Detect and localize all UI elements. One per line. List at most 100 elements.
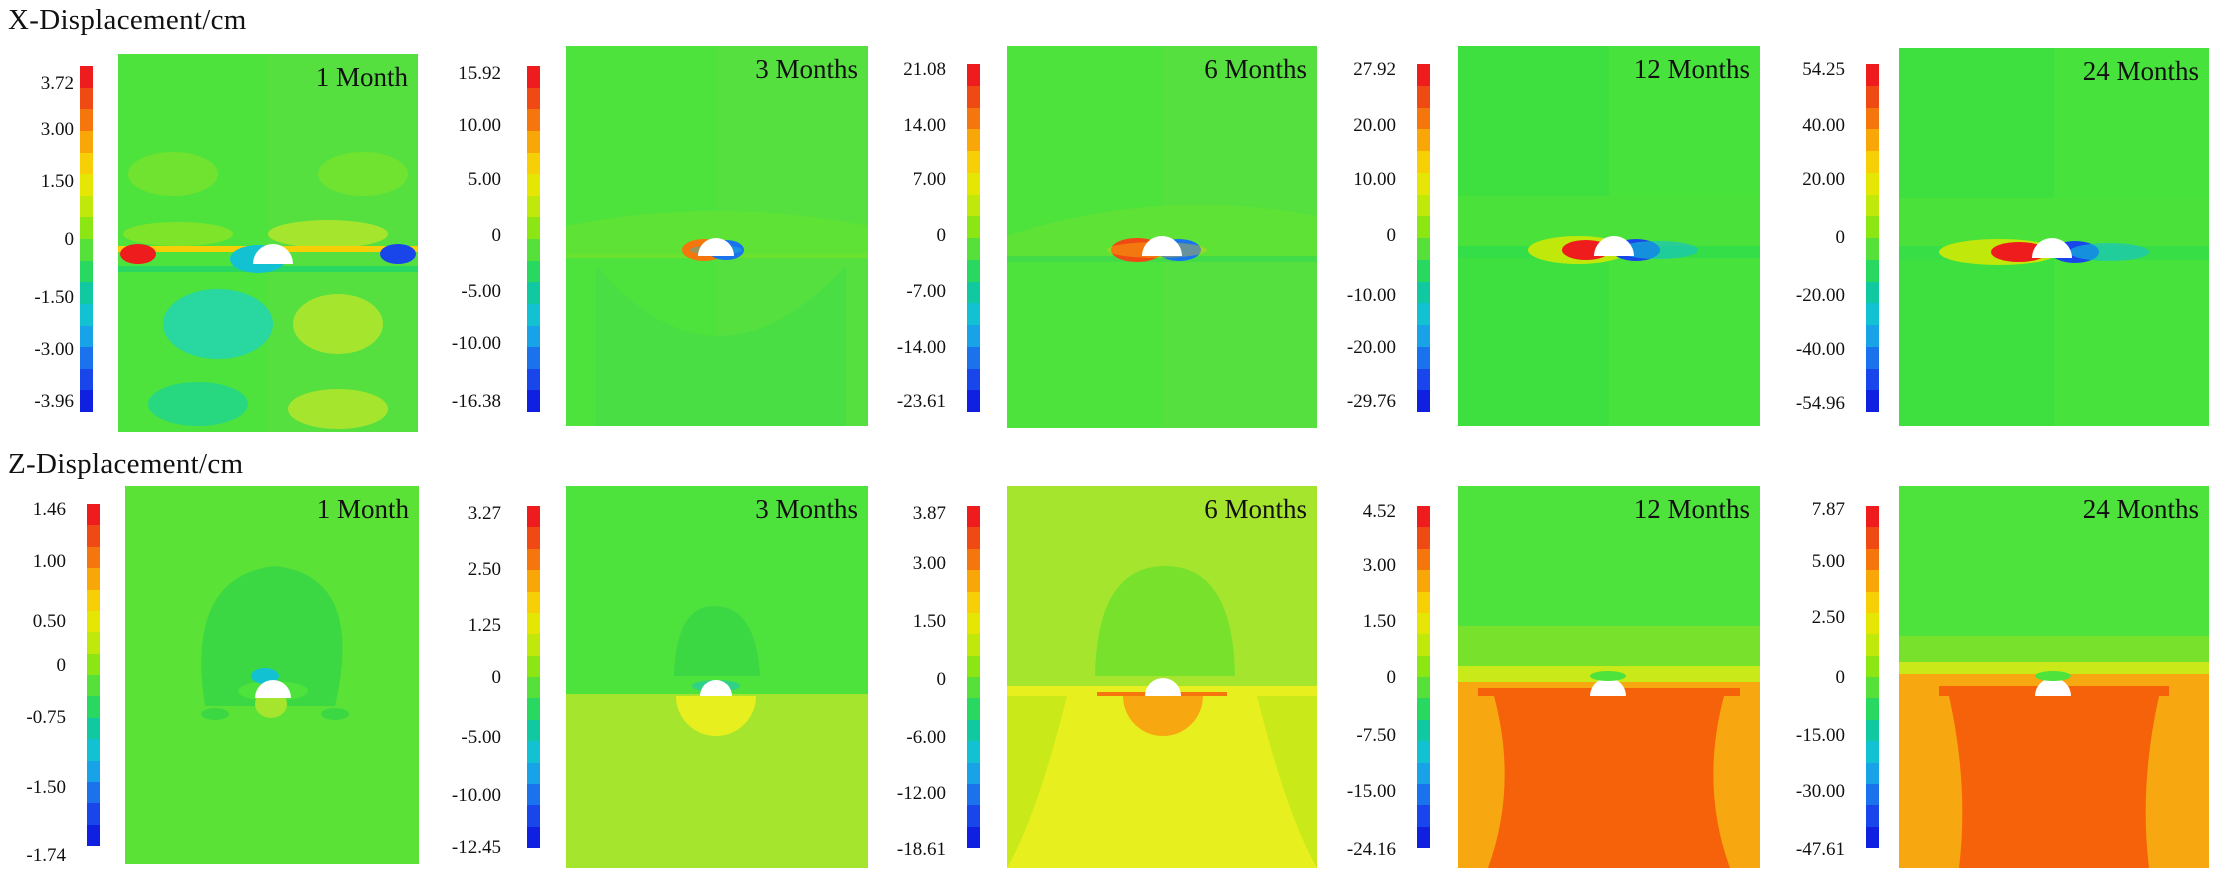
colorbar-segment (967, 216, 980, 238)
colorbar-segment (527, 548, 540, 571)
colorbar-segment (87, 632, 100, 654)
colorbar-segment (1866, 655, 1879, 677)
tick-label: 7.87 (1811, 499, 1845, 520)
tick-label: 40.00 (1802, 115, 1845, 136)
contour-plot: 6 Months (1007, 46, 1317, 428)
colorbar-segment (87, 824, 100, 846)
colorbar-segment (1417, 303, 1430, 325)
colorbar-segment (1417, 194, 1430, 217)
contour-graphic (566, 486, 868, 868)
colorbar-segment (1866, 612, 1879, 635)
tick-label: 1.50 (40, 171, 74, 192)
tick-label: -7.00 (906, 281, 946, 302)
colorbar-segment (967, 368, 980, 391)
colorbar-segment (1417, 129, 1430, 151)
tick-label: 2.50 (467, 559, 501, 580)
tick-label: 15.92 (458, 63, 501, 84)
colorbar-segment (967, 741, 980, 763)
contour-graphic (1458, 46, 1760, 426)
colorbar-segment (1866, 325, 1879, 347)
colorbar-segment (527, 347, 540, 369)
colorbar-segment (967, 612, 980, 635)
colorbar-segment (967, 194, 980, 217)
colorbar-segment (1417, 368, 1430, 391)
panel-title: 6 Months (1204, 494, 1307, 524)
tick-label: 21.08 (903, 59, 946, 80)
colorbar-segment (80, 87, 93, 110)
colorbar-segment (1417, 325, 1430, 347)
colorbar-segment (80, 303, 93, 326)
tick-label: 1.46 (32, 499, 66, 520)
colorbar-segment (527, 719, 540, 742)
colorbar-segment (967, 655, 980, 677)
colorbar-segment (527, 634, 540, 656)
colorbar-segment (1417, 107, 1430, 130)
x-displacement-title: X-Displacement/cm (8, 4, 247, 36)
colorbar-segment (87, 675, 100, 697)
panel-title: 3 Months (755, 54, 858, 84)
colorbar-segment (967, 826, 980, 848)
tick-label: -3.96 (34, 391, 74, 412)
contour-plot: 1 Month (118, 54, 418, 432)
colorbar-segment (1866, 677, 1879, 699)
colorbar-segment (1866, 259, 1879, 282)
colorbar (87, 504, 100, 846)
panel-title: 24 Months (2082, 494, 2199, 524)
tick-label: -14.00 (896, 337, 946, 358)
colorbar (527, 66, 540, 412)
colorbar-segment (967, 506, 980, 528)
colorbar-segment (1417, 281, 1430, 304)
colorbar-segment (1866, 303, 1879, 325)
colorbar-segment (967, 634, 980, 656)
colorbar-segment (527, 152, 540, 175)
colorbar-segment (967, 151, 980, 173)
colorbar-segment (1417, 805, 1430, 827)
colorbar (1866, 64, 1879, 412)
colorbar-segment (87, 653, 100, 675)
tick-label: -29.76 (1346, 391, 1396, 412)
colorbar-segment (1417, 698, 1430, 720)
colorbar-segment (967, 570, 980, 592)
colorbar-segment (87, 568, 100, 590)
colorbar (967, 506, 980, 848)
colorbar-segment (1866, 698, 1879, 720)
colorbar-segment (967, 85, 980, 108)
colorbar-segment (527, 698, 540, 720)
panel-title: 3 Months (755, 494, 858, 524)
tick-label: -1.74 (26, 845, 66, 866)
colorbar-segment (527, 130, 540, 153)
contour-graphic (1007, 486, 1317, 868)
colorbar-segment (527, 570, 540, 592)
tick-label: 3.72 (40, 73, 74, 94)
colorbar-segment (1866, 634, 1879, 656)
colorbar-segment (1866, 194, 1879, 217)
tick-label: -3.00 (34, 339, 74, 360)
colorbar-segment (967, 325, 980, 347)
colorbar-segment (87, 739, 100, 761)
contour-graphic (1007, 46, 1317, 428)
tick-label: 14.00 (903, 115, 946, 136)
tick-label: -7.50 (1356, 725, 1396, 746)
tick-label: 3.27 (467, 503, 501, 524)
colorbar-segment (967, 64, 980, 86)
colorbar-segment (967, 172, 980, 195)
contour-plot: 6 Months (1007, 486, 1317, 868)
colorbar-segment (1417, 741, 1430, 763)
tick-label: -20.00 (1346, 337, 1396, 358)
tick-label: 5.00 (467, 169, 501, 190)
tick-label: -15.00 (1795, 725, 1845, 746)
tick-label: -24.16 (1346, 839, 1396, 860)
colorbar (1866, 506, 1879, 848)
tick-label: 0 (491, 667, 502, 688)
colorbar-segment (527, 368, 540, 391)
tick-label: -1.50 (26, 777, 66, 798)
contour-plot: 1 Month (125, 486, 419, 864)
tick-label: -1.50 (34, 287, 74, 308)
colorbar-segment (87, 504, 100, 526)
colorbar-segment (87, 525, 100, 547)
tick-label: 3.00 (912, 553, 946, 574)
colorbar-segment (1866, 281, 1879, 304)
contour-plot: 24 Months (1899, 486, 2209, 868)
tick-label: 1.25 (467, 615, 501, 636)
colorbar-segment (967, 346, 980, 369)
